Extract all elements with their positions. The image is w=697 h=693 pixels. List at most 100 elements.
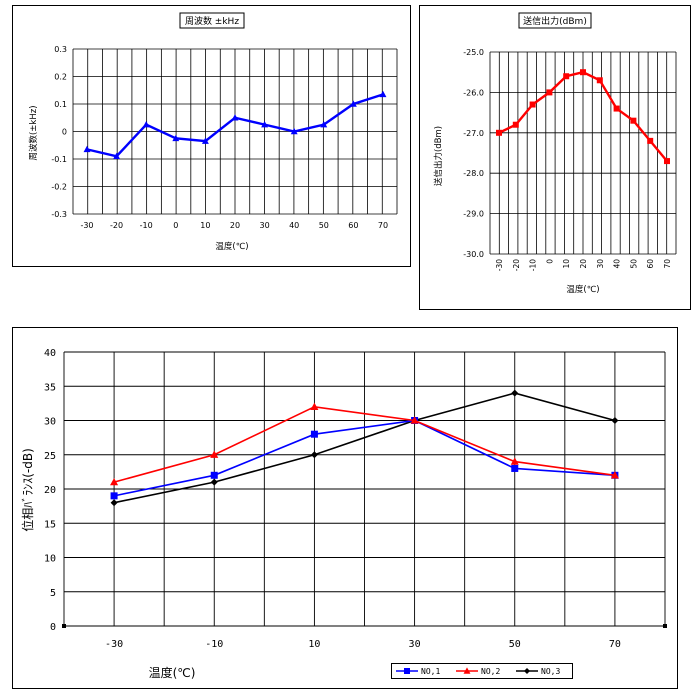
data-point xyxy=(611,417,619,424)
x-tick-label: 50 xyxy=(629,259,638,269)
x-tick-label: 10 xyxy=(200,221,210,230)
data-point xyxy=(310,402,319,410)
y-tick-label: 10 xyxy=(44,554,56,565)
axis-end-marker xyxy=(663,624,667,628)
data-point xyxy=(580,69,586,76)
series-line xyxy=(113,392,616,504)
x-tick-label: 20 xyxy=(579,259,588,269)
data-point xyxy=(113,152,121,159)
x-tick-label: -20 xyxy=(110,221,123,230)
axis-end-marker xyxy=(62,624,66,628)
data-point xyxy=(546,89,553,96)
data-point xyxy=(613,105,620,112)
data-point xyxy=(664,158,670,165)
data-point xyxy=(349,100,357,107)
chart-power-title: 送信出力(dBm) xyxy=(523,15,587,27)
legend-marker xyxy=(404,668,410,674)
chart-power-xlabel: 温度(℃) xyxy=(566,284,599,295)
data-point xyxy=(110,492,118,500)
chart-frequency-y-ticks: 0.3 0.2 0.1 0 -0.1 -0.2 -0.3 xyxy=(51,45,67,219)
y-tick-label: -30.0 xyxy=(463,250,484,259)
y-tick-label: 0.3 xyxy=(54,45,67,54)
chart-phase-y-ticks: 40 35 30 25 20 15 10 5 0 xyxy=(44,348,56,633)
y-tick-label: -0.2 xyxy=(51,183,67,192)
y-tick-label: 25 xyxy=(44,451,56,462)
data-point xyxy=(261,121,269,128)
y-tick-label: 0 xyxy=(62,128,67,137)
chart-frequency-series xyxy=(83,90,387,159)
x-tick-label: 70 xyxy=(663,259,672,269)
x-tick-label: 70 xyxy=(378,221,388,230)
y-tick-label: 35 xyxy=(44,382,56,393)
data-point xyxy=(630,117,637,124)
chart-frequency-ylabel: 周波数(±kHz) xyxy=(28,105,39,160)
chart-phase-ylabel: 位相ﾊﾞﾗﾝｽ(-dB) xyxy=(20,448,35,532)
x-tick-label: -20 xyxy=(512,259,521,271)
x-tick-label: 60 xyxy=(348,221,358,230)
y-tick-label: -28.0 xyxy=(463,169,484,178)
legend-marker xyxy=(463,667,471,674)
chart-power-grid xyxy=(489,51,677,255)
x-tick-label: -30 xyxy=(105,639,123,650)
x-tick-label: -10 xyxy=(529,259,538,271)
chart-power: 送信出力(dBm) 送信出力(dBm) 温度(℃) -25.0 -26.0 -27.… xyxy=(419,5,691,310)
y-tick-label: 0 xyxy=(50,622,56,633)
y-tick-label: 20 xyxy=(44,485,56,496)
legend-frame xyxy=(391,663,573,679)
y-tick-label: -29.0 xyxy=(463,210,484,219)
data-point xyxy=(310,430,318,438)
y-tick-label: -0.1 xyxy=(51,155,67,164)
data-point xyxy=(510,457,519,465)
data-point xyxy=(379,90,387,98)
y-tick-label: -26.0 xyxy=(463,88,484,97)
x-tick-label: 0 xyxy=(173,221,178,230)
x-tick-label: 30 xyxy=(409,639,421,650)
y-tick-label: 5 xyxy=(50,588,56,599)
chart-phase-grid xyxy=(62,351,667,628)
x-tick-label: 10 xyxy=(308,639,320,650)
chart-phase-xlabel: 温度(℃) xyxy=(149,665,196,680)
data-point xyxy=(210,478,218,486)
data-point xyxy=(290,127,298,135)
data-point xyxy=(310,451,318,459)
data-point xyxy=(142,121,150,128)
data-point xyxy=(210,450,219,458)
x-tick-label: 40 xyxy=(613,259,622,269)
x-tick-label: 30 xyxy=(596,259,605,269)
y-tick-label: -25.0 xyxy=(463,48,484,57)
series-line xyxy=(113,419,615,497)
x-tick-label: 40 xyxy=(289,221,299,230)
data-point xyxy=(596,77,603,84)
legend-label: NO,2 xyxy=(481,667,500,676)
data-point xyxy=(210,471,218,479)
data-point xyxy=(529,101,536,108)
chart-frequency-title: 周波数 ±kHz xyxy=(185,15,239,27)
y-tick-label: 30 xyxy=(44,417,56,428)
data-point xyxy=(511,464,519,472)
x-tick-label: 10 xyxy=(562,259,571,269)
x-tick-label: 0 xyxy=(545,259,554,264)
data-point xyxy=(201,137,209,144)
chart-frequency: 周波数 ±kHz 周波数(±kHz) 温度(℃) 0.3 0.2 0.1 0 -0.1 -… xyxy=(12,5,411,267)
x-tick-label: 50 xyxy=(509,639,521,650)
chart-power-ylabel: 送信出力(dBm) xyxy=(433,126,444,186)
x-tick-label: 30 xyxy=(260,221,270,230)
x-tick-label: -10 xyxy=(140,221,153,230)
data-point xyxy=(563,73,570,80)
series-line xyxy=(113,405,616,483)
data-point xyxy=(110,499,118,507)
y-tick-label: 15 xyxy=(44,519,56,530)
y-tick-label: 0.2 xyxy=(54,73,67,82)
chart-power-title-box xyxy=(518,12,592,29)
chart-phase-legend: NO,1 NO,2 NO,3 xyxy=(391,663,573,679)
y-tick-label: -27.0 xyxy=(463,129,484,138)
data-point xyxy=(172,134,180,142)
data-point xyxy=(610,471,619,479)
chart-power-x-ticks: -30 -20 -10 0 10 20 30 40 50 60 70 xyxy=(495,259,672,271)
chart-frequency-title-box xyxy=(179,12,245,29)
y-tick-label: -0.3 xyxy=(51,210,67,219)
data-point xyxy=(320,121,328,128)
x-tick-label: -30 xyxy=(80,221,93,230)
